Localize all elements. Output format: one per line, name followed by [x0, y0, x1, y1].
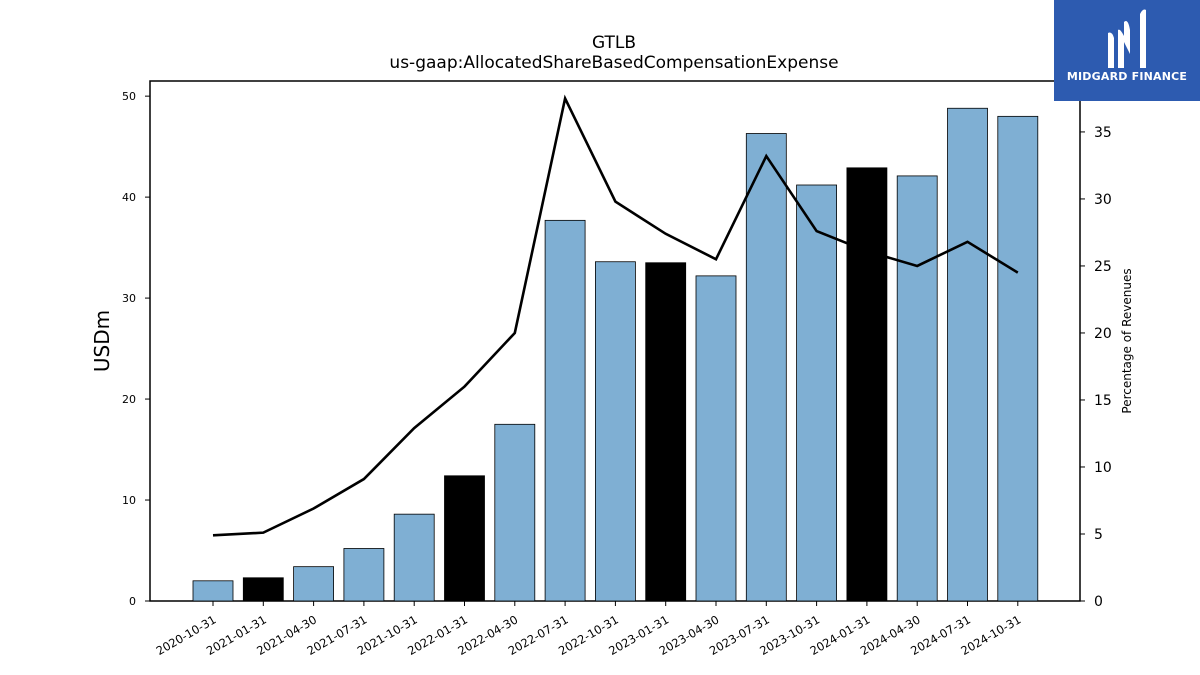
logo-text: MIDGARD FINANCE [1066, 70, 1188, 83]
y-axis-left: 0 10 20 30 40 50 [122, 90, 150, 608]
y-tick-label: 20 [122, 393, 136, 406]
bar [997, 115, 1039, 602]
bar [645, 262, 687, 602]
y2-tick-label: 30 [1094, 192, 1112, 208]
line-series [212, 94, 1019, 537]
y2-tick-label: 0 [1094, 594, 1103, 610]
bar [947, 107, 988, 602]
bar [544, 219, 586, 602]
y2-tick-label: 5 [1094, 527, 1103, 543]
bar [796, 184, 837, 602]
chart-subtitle: us-gaap:AllocatedShareBasedCompensationE… [389, 53, 838, 73]
bar [343, 548, 385, 602]
bar [595, 261, 636, 602]
y-axis-label: USDm [90, 310, 114, 372]
x-axis: 2020-10-312021-01-312021-04-302021-07-31… [154, 601, 1023, 658]
y2-axis-label: Percentage of Revenues [1120, 268, 1134, 413]
bar [192, 580, 234, 602]
bar [745, 133, 787, 602]
y-tick-label: 40 [122, 191, 136, 204]
bar [393, 513, 435, 602]
y2-tick-label: 35 [1094, 125, 1112, 141]
midgard-logo-icon [1108, 9, 1146, 68]
bar [293, 566, 335, 602]
bar [846, 167, 888, 602]
bar [494, 423, 536, 602]
y-tick-label: 50 [122, 90, 136, 103]
y2-tick-label: 15 [1094, 393, 1112, 409]
series-line [212, 94, 1019, 537]
y-axis-right: 0 5 10 15 20 25 30 35 [1080, 125, 1112, 610]
y2-tick-label: 10 [1094, 460, 1112, 476]
bar [695, 275, 737, 602]
y-tick-label: 30 [122, 292, 136, 305]
y2-tick-label: 20 [1094, 326, 1112, 342]
bar [242, 577, 284, 602]
midgard-finance-logo: MIDGARD FINANCE [1054, 0, 1200, 101]
chart-title: GTLB [592, 33, 636, 53]
bar [444, 475, 485, 602]
y-tick-label: 10 [122, 494, 136, 507]
bar-series [192, 107, 1039, 602]
y-tick-label: 0 [129, 595, 136, 608]
y2-tick-label: 25 [1094, 259, 1112, 275]
bar [896, 175, 938, 602]
